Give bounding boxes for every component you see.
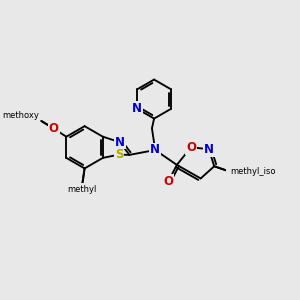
Text: methyl_iso: methyl_iso	[230, 167, 275, 176]
FancyBboxPatch shape	[18, 117, 40, 125]
Text: methyl: methyl	[68, 185, 97, 194]
Text: O: O	[163, 175, 173, 188]
Text: S: S	[115, 148, 123, 161]
Text: N: N	[150, 143, 160, 157]
Text: methoxy: methoxy	[2, 111, 39, 120]
Text: N: N	[132, 102, 142, 115]
FancyBboxPatch shape	[73, 183, 92, 193]
Text: N: N	[204, 143, 214, 156]
Text: O: O	[49, 122, 59, 135]
Text: N: N	[115, 136, 125, 148]
Text: O: O	[186, 141, 196, 154]
FancyBboxPatch shape	[226, 164, 250, 178]
